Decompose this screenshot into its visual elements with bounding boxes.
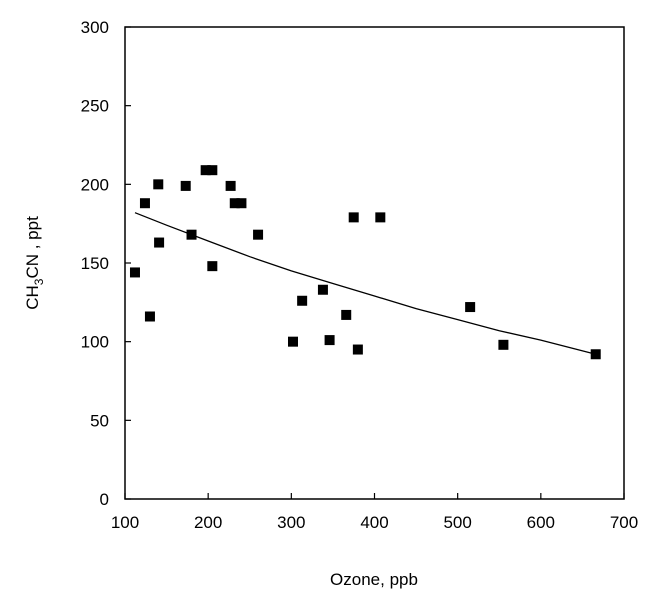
data-point [348, 212, 359, 223]
data-point [129, 267, 140, 278]
y-axis-label-suffix: CN , ppt [23, 216, 42, 279]
x-axis: 100 200 300 400 500 600 700 [111, 493, 638, 532]
data-point [236, 198, 247, 209]
data-point [144, 311, 155, 322]
x-axis-label: Ozone, ppb [330, 570, 418, 589]
plot-frame [124, 26, 625, 500]
data-point [465, 302, 476, 313]
x-tick-label: 300 [277, 513, 305, 532]
y-tick-label: 0 [100, 490, 109, 509]
data-point [207, 165, 218, 176]
x-tick-label: 600 [527, 513, 555, 532]
data-point [352, 344, 363, 355]
x-tick-label: 100 [111, 513, 139, 532]
y-axis: 0 50 100 150 200 250 300 [81, 18, 131, 509]
data-point [200, 165, 211, 176]
y-tick-label: 100 [81, 333, 109, 352]
data-point [498, 339, 509, 350]
data-point [253, 229, 264, 240]
y-tick-label: 50 [90, 411, 109, 430]
data-point [317, 284, 328, 295]
data-point [154, 237, 165, 248]
data-points [129, 165, 601, 360]
y-axis-label-subscript: 3 [32, 278, 46, 285]
data-point [590, 349, 601, 360]
y-tick-label: 200 [81, 175, 109, 194]
data-point [287, 336, 298, 347]
data-point [229, 198, 240, 209]
data-point [207, 261, 218, 272]
data-point [324, 335, 335, 346]
y-axis-label-prefix: CH [23, 285, 42, 310]
data-point [186, 229, 197, 240]
data-point [225, 180, 236, 191]
x-tick-label: 700 [610, 513, 638, 532]
data-point [180, 180, 191, 191]
y-tick-label: 300 [81, 18, 109, 37]
y-tick-label: 250 [81, 97, 109, 116]
data-point [341, 309, 352, 320]
data-point [297, 295, 308, 306]
x-tick-label: 500 [443, 513, 471, 532]
x-tick-label: 200 [194, 513, 222, 532]
y-tick-label: 150 [81, 254, 109, 273]
trend-line [134, 212, 596, 355]
y-axis-label: CH3CN , ppt [23, 216, 46, 310]
x-tick-label: 400 [360, 513, 388, 532]
data-point [139, 198, 150, 209]
data-point [153, 179, 164, 190]
data-point [375, 212, 386, 223]
